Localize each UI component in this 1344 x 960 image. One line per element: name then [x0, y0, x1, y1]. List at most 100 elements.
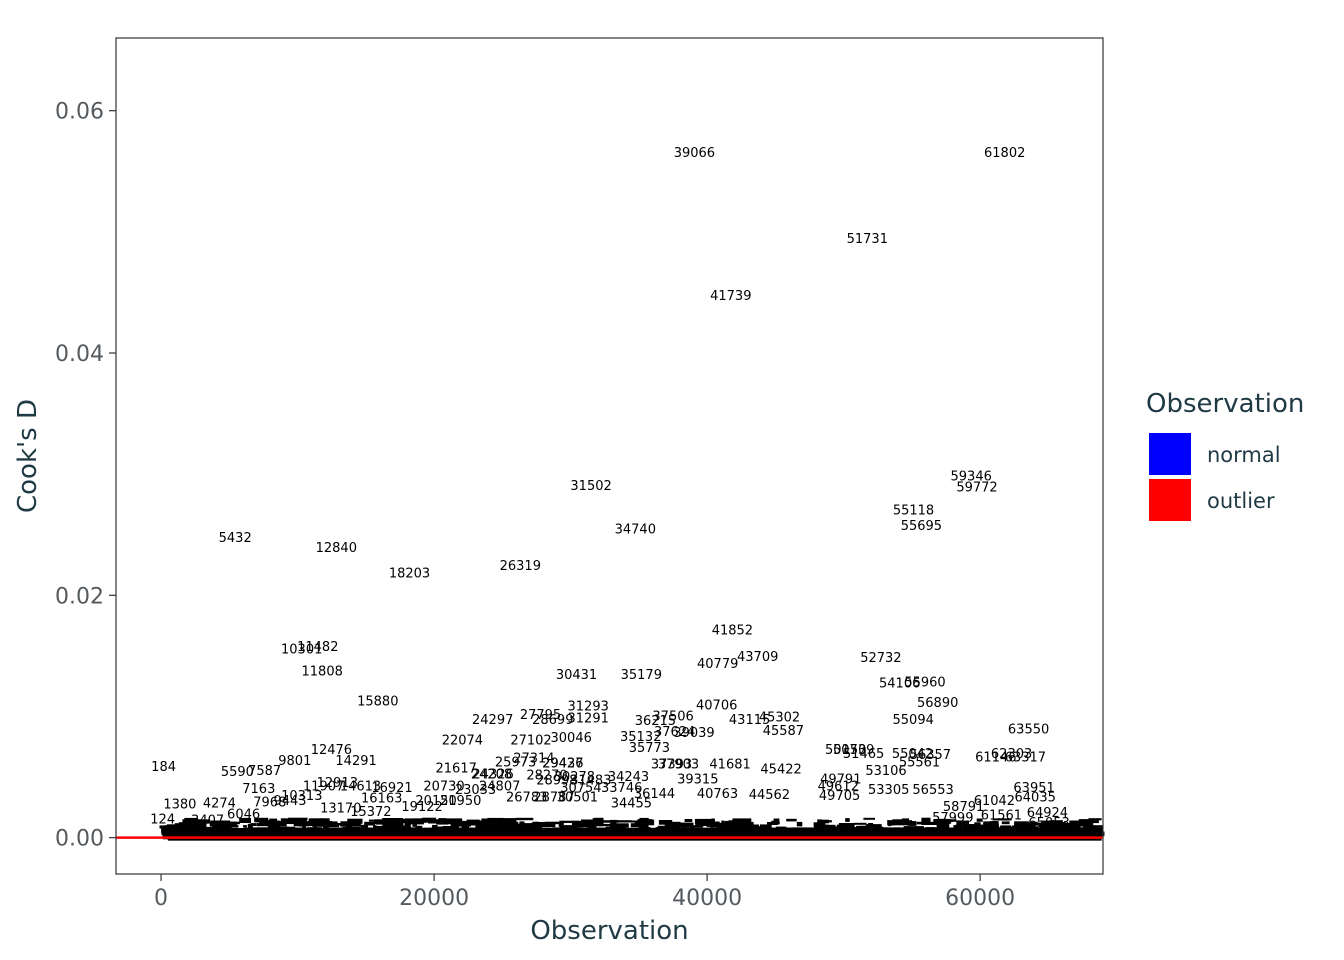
dense-point-mark — [308, 818, 324, 821]
legend-key-outlier — [1149, 479, 1191, 521]
point-label: 40779 — [697, 657, 738, 672]
dense-point-mark — [324, 823, 339, 828]
point-label: 34455 — [611, 797, 652, 812]
point-label: 11907 — [303, 780, 344, 795]
dense-point-mark — [1068, 827, 1080, 832]
dense-point-mark — [694, 818, 714, 824]
dense-point-mark — [527, 824, 532, 829]
dense-point-mark — [226, 823, 232, 830]
dense-point-mark — [373, 825, 377, 828]
point-label: 39066 — [674, 146, 715, 161]
point-label: 12840 — [316, 541, 357, 556]
dense-point-mark — [283, 821, 302, 824]
point-label: 56357 — [910, 748, 951, 763]
dense-point-mark — [953, 825, 959, 832]
point-label: 7968 — [253, 795, 286, 810]
dense-point-mark — [917, 828, 925, 833]
legend-label-normal: normal — [1207, 443, 1281, 467]
dense-point-mark — [194, 829, 211, 834]
point-label: 49705 — [819, 789, 860, 804]
dense-point-mark — [609, 823, 629, 828]
dense-point-mark — [711, 818, 715, 822]
dense-point-mark — [955, 824, 962, 829]
point-label: 35132 — [620, 730, 661, 745]
dense-point-mark — [422, 830, 429, 833]
dense-point-mark — [786, 818, 797, 822]
dense-point-mark — [1088, 818, 1102, 821]
dense-point-mark — [481, 818, 493, 824]
dense-point-mark — [345, 828, 362, 835]
point-label: 31293 — [568, 700, 609, 715]
dense-point-mark — [432, 824, 438, 830]
dense-point-mark — [658, 820, 673, 825]
point-label: 34740 — [615, 523, 656, 538]
point-label: 54106 — [879, 677, 920, 692]
point-label: 30278 — [554, 770, 595, 785]
dense-point-mark — [386, 821, 404, 827]
point-label: 57999 — [932, 811, 973, 826]
dense-point-mark — [983, 821, 997, 827]
point-label: 19122 — [401, 800, 442, 815]
point-label: 37506 — [652, 709, 693, 724]
dense-point-mark — [581, 820, 593, 826]
point-label: 7587 — [248, 764, 281, 779]
dense-point-mark — [508, 824, 518, 829]
dense-point-mark — [435, 826, 448, 830]
dense-point-mark — [479, 829, 492, 832]
dense-point-mark — [724, 828, 743, 832]
point-label: 12476 — [311, 743, 352, 758]
dense-point-mark — [382, 828, 390, 834]
dense-point-mark — [563, 827, 571, 833]
dense-point-mark — [254, 817, 269, 823]
dense-point-mark — [1006, 826, 1016, 829]
point-label: 27314 — [513, 752, 554, 767]
point-label: 24208 — [471, 767, 512, 782]
dense-point-mark — [598, 823, 614, 827]
point-label: 55118 — [893, 503, 934, 518]
dense-point-mark — [288, 817, 308, 821]
dense-point-mark — [956, 820, 969, 826]
dense-point-mark — [1083, 825, 1103, 828]
dense-point-mark — [212, 824, 228, 830]
dense-point-mark — [454, 829, 461, 833]
point-label: 55960 — [904, 675, 945, 690]
dense-point-mark — [175, 829, 196, 832]
point-label: 40763 — [697, 787, 738, 802]
point-label: 36215 — [635, 714, 676, 729]
dense-point-mark — [845, 818, 850, 822]
dense-point-mark — [211, 829, 227, 833]
dense-point-mark — [241, 828, 260, 833]
dense-point-mark — [387, 825, 406, 831]
point-label: 124 — [150, 812, 175, 827]
dense-point-mark — [530, 827, 550, 834]
dense-point-mark — [721, 820, 725, 827]
dense-point-mark — [697, 828, 709, 832]
point-label: 43709 — [737, 650, 778, 665]
dense-point-mark — [192, 825, 198, 828]
dense-point-mark — [382, 822, 389, 828]
dense-point-mark — [266, 821, 287, 827]
dense-point-mark — [280, 818, 294, 822]
x-tick-label: 40000 — [672, 886, 742, 911]
point-label: 9443 — [273, 794, 306, 809]
point-label: 51465 — [843, 747, 884, 762]
point-label: 41739 — [710, 289, 751, 304]
x-axis: 0 20000 40000 60000 — [154, 874, 1015, 911]
point-label: 4274 — [203, 797, 236, 812]
point-label: 16921 — [371, 781, 412, 796]
dense-point-mark — [988, 827, 1001, 831]
point-label: 30431 — [556, 668, 597, 683]
point-label: 9801 — [278, 754, 311, 769]
dense-point-mark — [519, 821, 525, 826]
dense-point-mark — [436, 820, 448, 825]
dense-point-mark — [316, 819, 329, 823]
dense-point-mark — [239, 817, 251, 823]
point-label: 45302 — [759, 711, 800, 726]
point-label: 37903 — [658, 758, 699, 773]
dense-point-mark — [392, 828, 399, 832]
dense-point-mark — [466, 819, 480, 826]
dense-point-mark — [638, 828, 645, 831]
dense-point-mark — [410, 828, 428, 835]
dense-point-mark — [269, 818, 278, 824]
dense-point-mark — [643, 825, 649, 828]
